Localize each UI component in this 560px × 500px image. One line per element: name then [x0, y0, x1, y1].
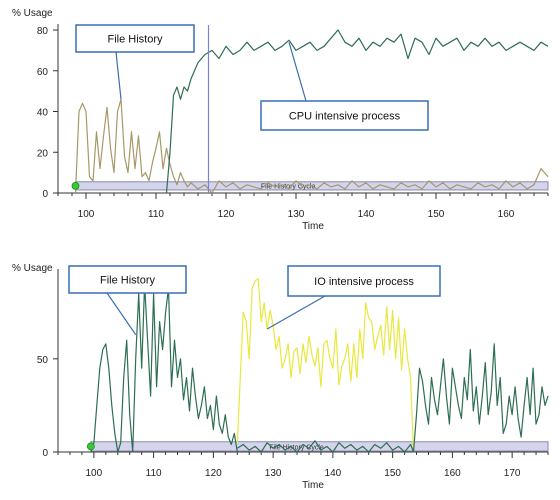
- y-tick-label: 80: [37, 26, 49, 37]
- callout-box: [68, 265, 187, 294]
- callout-pointer: [288, 42, 307, 102]
- y-tick-label: 50: [37, 355, 49, 366]
- y-tick-label: 0: [42, 189, 48, 200]
- file-history-cycle-label: File History Cycle: [269, 445, 324, 452]
- x-tick-label: 150: [428, 209, 445, 220]
- callout-text: File History: [100, 275, 156, 287]
- x-tick-label: 100: [78, 209, 95, 220]
- series-line-io: [236, 278, 415, 453]
- series-line-file-history: [90, 283, 238, 453]
- y-tick-label: 40: [37, 108, 49, 119]
- series-line-cpu: [165, 29, 549, 194]
- y-tick-label: 0: [42, 448, 48, 459]
- io-chart: % Usage Time 0 50 100 110 120 130 140 150 160 170 Fi…: [12, 263, 549, 491]
- y-axis-label: % Usage: [12, 8, 53, 19]
- series-line-file-history: [74, 98, 549, 194]
- x-tick-label: 130: [288, 209, 305, 220]
- y-tick-label: 20: [37, 148, 49, 159]
- callout-text: CPU intensive process: [289, 111, 401, 123]
- cycle-start-dot: [71, 181, 80, 190]
- x-axis-label: Time: [302, 480, 324, 491]
- x-tick-label: 140: [325, 468, 342, 479]
- callout-box: [287, 265, 441, 297]
- x-tick-label: 140: [358, 209, 375, 220]
- x-tick-label: 160: [498, 209, 515, 220]
- y-tick-label: 60: [37, 67, 49, 78]
- callout-pointer: [266, 295, 326, 330]
- y-axis-label: % Usage: [12, 263, 53, 274]
- x-tick-label: 100: [86, 468, 103, 479]
- callout-box: [75, 24, 195, 53]
- x-tick-label: 160: [444, 468, 461, 479]
- file-history-cycle-label: File History Cycle: [261, 183, 316, 190]
- series-line-cpu: [236, 343, 549, 453]
- x-tick-label: 110: [146, 468, 162, 479]
- x-tick-label: 150: [384, 468, 401, 479]
- x-tick-label: 120: [205, 468, 222, 479]
- x-tick-label: 120: [218, 209, 235, 220]
- x-tick-label: 170: [504, 468, 521, 479]
- cycle-start-dot: [86, 442, 95, 451]
- cpu-chart: % Usage Time 0 20 40 60 80 100 110 120 130 140 150 16…: [12, 8, 549, 232]
- x-tick-label: 130: [265, 468, 282, 479]
- x-tick-label: 110: [148, 209, 164, 220]
- callout-text: File History: [107, 34, 163, 46]
- callout-text: IO intensive process: [314, 276, 414, 288]
- callout-box: [260, 100, 429, 131]
- x-axis-label: Time: [302, 221, 324, 232]
- callout-pointer: [106, 292, 137, 335]
- callout-pointer: [115, 51, 122, 100]
